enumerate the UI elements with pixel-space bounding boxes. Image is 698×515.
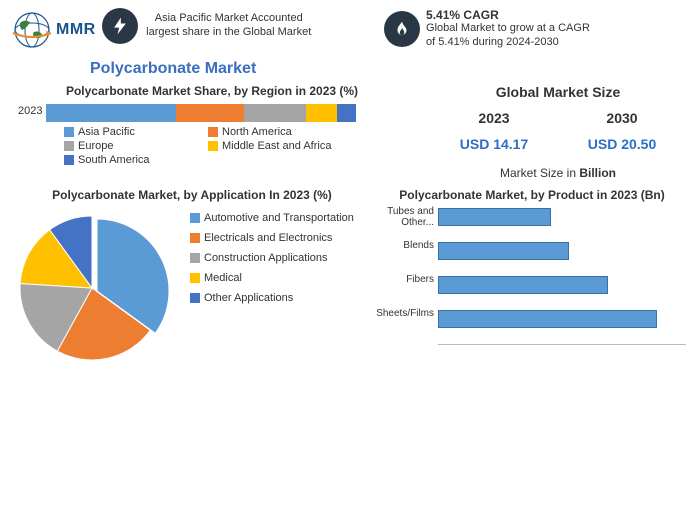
legend-item: Europe [64, 140, 194, 152]
logo-text: MMR [56, 21, 96, 39]
legend-item: Other Applications [190, 292, 354, 304]
info-text-cagr: 5.41% CAGR Global Market to grow at a CA… [426, 8, 596, 50]
hbar-label: Sheets/Films [374, 308, 434, 319]
application-chart: Polycarbonate Market, by Application In … [12, 188, 372, 368]
legend-label: South America [78, 154, 150, 166]
legend-item: South America [64, 154, 194, 166]
legend-item: Middle East and Africa [208, 140, 338, 152]
info-block-region: Asia Pacific Market Accounted largest sh… [102, 8, 378, 44]
page-title: Polycarbonate Market [0, 56, 698, 84]
stacked-seg [176, 104, 244, 122]
legend-swatch [208, 127, 218, 137]
market-size-panel: Global Market Size 2023 2030 USD 14.17 U… [430, 84, 686, 180]
legend-label: Middle East and Africa [222, 140, 331, 152]
legend-item: Construction Applications [190, 252, 354, 264]
stacked-seg [46, 104, 176, 122]
legend-label: Electricals and Electronics [204, 232, 332, 244]
hbar-bar [438, 310, 657, 328]
cagr-title: 5.41% CAGR [426, 8, 596, 22]
application-chart-title: Polycarbonate Market, by Application In … [12, 188, 372, 204]
legend-label: Automotive and Transportation [204, 212, 354, 224]
legend-label: Other Applications [204, 292, 293, 304]
ms-note-bold: Billion [579, 166, 616, 180]
stacked-seg [244, 104, 306, 122]
region-chart: Polycarbonate Market Share, by Region in… [12, 84, 412, 180]
legend-swatch [64, 127, 74, 137]
region-chart-ylabel: 2023 [18, 105, 42, 117]
hbar-row: Blends [438, 242, 686, 260]
region-chart-title: Polycarbonate Market Share, by Region in… [12, 84, 412, 100]
hbar-row: Tubes and Other... [438, 208, 686, 226]
legend-label: Construction Applications [204, 252, 328, 264]
region-legend: Asia Pacific North America Europe Middle Ea… [12, 126, 412, 166]
legend-swatch [190, 293, 200, 303]
bolt-icon [102, 8, 138, 44]
legend-item: Electricals and Electronics [190, 232, 354, 244]
legend-swatch [64, 155, 74, 165]
flame-icon [384, 11, 420, 47]
info-text-region: Asia Pacific Market Accounted largest sh… [144, 12, 314, 40]
pie-legend: Automotive and Transportation Electricals… [190, 208, 354, 368]
ms-note: Market Size in Billion [430, 166, 686, 180]
legend-swatch [64, 141, 74, 151]
hbar-bar [438, 276, 608, 294]
ms-year1: 2023 [478, 110, 509, 126]
legend-item: Automotive and Transportation [190, 212, 354, 224]
legend-swatch [190, 253, 200, 263]
logo: MMR [10, 8, 96, 52]
legend-label: Medical [204, 272, 242, 284]
market-size-title: Global Market Size [430, 84, 686, 100]
product-chart: Polycarbonate Market, by Product in 2023… [378, 188, 686, 368]
hbar-row: Sheets/Films [438, 310, 686, 328]
legend-label: Europe [78, 140, 113, 152]
cagr-text: Global Market to grow at a CAGR of 5.41%… [426, 22, 596, 50]
hbar-row: Fibers [438, 276, 686, 294]
legend-swatch [208, 141, 218, 151]
ms-note-prefix: Market Size in [500, 166, 579, 180]
legend-swatch [190, 233, 200, 243]
legend-swatch [190, 213, 200, 223]
ms-val2: USD 20.50 [588, 136, 656, 152]
stacked-bar [46, 104, 356, 122]
info-block-cagr: 5.41% CAGR Global Market to grow at a CA… [384, 8, 688, 50]
legend-item: Asia Pacific [64, 126, 194, 138]
product-chart-title: Polycarbonate Market, by Product in 2023… [378, 188, 686, 204]
ms-year2: 2030 [606, 110, 637, 126]
header: MMR Asia Pacific Market Accounted larges… [0, 0, 698, 56]
hbar-chart: Tubes and Other... Blends Fibers Sheets/Fil… [378, 208, 686, 345]
pie-chart [12, 208, 182, 368]
hbar-label: Blends [374, 240, 434, 251]
hbar-axis [438, 344, 686, 345]
stacked-seg [337, 104, 356, 122]
legend-label: North America [222, 126, 292, 138]
legend-item: North America [208, 126, 338, 138]
hbar-label: Fibers [374, 274, 434, 285]
legend-label: Asia Pacific [78, 126, 135, 138]
hbar-label: Tubes and Other... [374, 206, 434, 228]
hbar-bar [438, 208, 551, 226]
legend-swatch [190, 273, 200, 283]
ms-val1: USD 14.17 [460, 136, 528, 152]
hbar-bar [438, 242, 569, 260]
stacked-seg [306, 104, 337, 122]
globe-icon [10, 8, 54, 52]
legend-item: Medical [190, 272, 354, 284]
